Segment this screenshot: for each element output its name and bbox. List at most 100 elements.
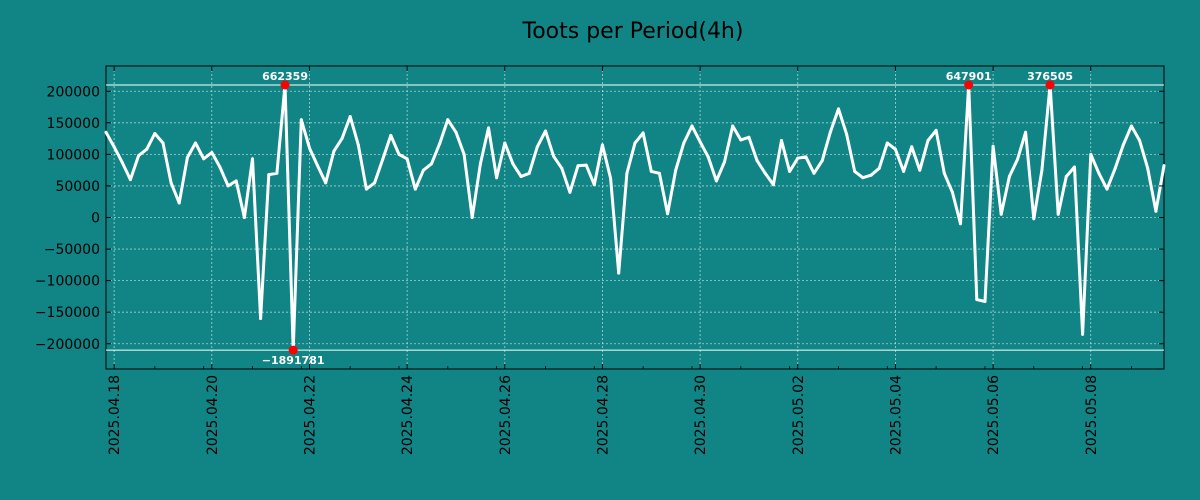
data-point: [698, 140, 702, 144]
data-point: [267, 173, 271, 177]
data-point: [161, 141, 165, 145]
outlier-marker: [280, 80, 290, 90]
data-point: [942, 171, 946, 175]
data-point: [633, 141, 637, 145]
y-tick-label: −50000: [44, 242, 100, 258]
data-point: [983, 300, 987, 303]
data-point: [381, 157, 385, 161]
data-point: [690, 124, 694, 128]
annotation-label: −1891781: [262, 354, 325, 367]
data-point: [853, 169, 857, 173]
data-point: [226, 184, 230, 188]
y-axis: 200000 150000 100000 50000 0 −50000 −100000 −15…: [35, 84, 1164, 353]
data-point: [1040, 168, 1044, 172]
data-point: [544, 129, 547, 133]
data-point: [316, 164, 320, 168]
annotation-label: 662359: [262, 70, 308, 83]
data-point: [1064, 175, 1068, 178]
data-point: [869, 173, 873, 177]
outlier-marker: [288, 345, 298, 355]
data-point: [828, 130, 832, 134]
data-point: [755, 159, 759, 163]
data-point: [1032, 217, 1036, 221]
data-point: [837, 107, 840, 111]
data-point: [364, 187, 368, 191]
data-point: [600, 143, 604, 147]
data-point: [641, 131, 645, 135]
data-point: [877, 166, 881, 170]
data-point: [438, 142, 442, 146]
data-point: [527, 171, 531, 175]
data-point: [1007, 175, 1011, 178]
data-point: [421, 168, 425, 172]
x-tick-label: 2025.05.04: [888, 375, 904, 455]
annotation-label: 376505: [1027, 70, 1073, 83]
data-point: [934, 128, 938, 132]
x-tick-label: 2025.04.18: [107, 375, 123, 455]
data-point: [332, 149, 336, 153]
y-tick-label: 200000: [47, 84, 100, 100]
data-point: [185, 156, 189, 159]
data-point: [1129, 124, 1133, 128]
data-point: [153, 132, 157, 135]
y-tick-label: 50000: [55, 179, 100, 195]
y-tick-label: 150000: [47, 116, 100, 132]
data-point: [194, 141, 197, 145]
data-point: [169, 181, 173, 185]
data-point: [885, 141, 889, 145]
x-tick-label: 2025.04.22: [302, 375, 318, 455]
data-point: [584, 163, 588, 167]
data-point: [120, 161, 124, 165]
data-point: [723, 160, 726, 164]
data-point: [234, 179, 238, 183]
annotation-layer: 662359 −1891781 647901 376505: [262, 70, 1073, 367]
data-point: [609, 176, 613, 180]
data-point: [845, 132, 849, 136]
data-point: [1146, 166, 1150, 170]
chart-title: Toots per Period(4h): [522, 19, 744, 44]
data-point: [511, 162, 515, 166]
data-point: [308, 146, 311, 150]
x-axis: 2025.04.18 2025.04.20 2025.04.22 2025.04.24…: [105, 66, 1132, 455]
x-tick-label: 2025.04.26: [498, 375, 514, 455]
data-point: [1121, 143, 1125, 147]
data-point: [470, 216, 474, 219]
data-point: [592, 183, 596, 187]
data-point: [324, 181, 328, 185]
outlier-marker: [1045, 80, 1055, 90]
data-point: [576, 164, 580, 168]
data-point: [926, 139, 930, 142]
data-point: [812, 171, 816, 175]
data-point: [820, 159, 824, 163]
data-point: [259, 317, 263, 320]
data-point: [625, 171, 629, 175]
data-point: [893, 147, 897, 151]
data-point: [1138, 139, 1142, 142]
data-point: [397, 152, 401, 156]
data-point: [430, 162, 433, 166]
data-point: [804, 155, 808, 159]
data-point: [1154, 209, 1158, 213]
data-point: [454, 130, 458, 134]
data-point: [446, 118, 450, 122]
data-point: [560, 166, 564, 170]
data-point: [999, 212, 1003, 216]
data-point: [666, 212, 670, 216]
data-point: [1097, 171, 1101, 175]
data-point: [145, 147, 149, 151]
x-tick-label: 2025.04.30: [693, 375, 709, 455]
data-point: [202, 157, 206, 161]
data-point: [275, 171, 279, 175]
data-point: [959, 222, 962, 226]
annotation-label: 647901: [946, 70, 992, 83]
data-point: [763, 171, 767, 175]
data-point: [796, 156, 800, 160]
data-point: [910, 145, 914, 149]
x-tick-label: 2025.04.24: [400, 375, 416, 455]
data-point: [682, 141, 686, 145]
x-tick-label: 2025.04.28: [595, 375, 611, 455]
x-tick-label: 2025.05.06: [986, 375, 1002, 455]
